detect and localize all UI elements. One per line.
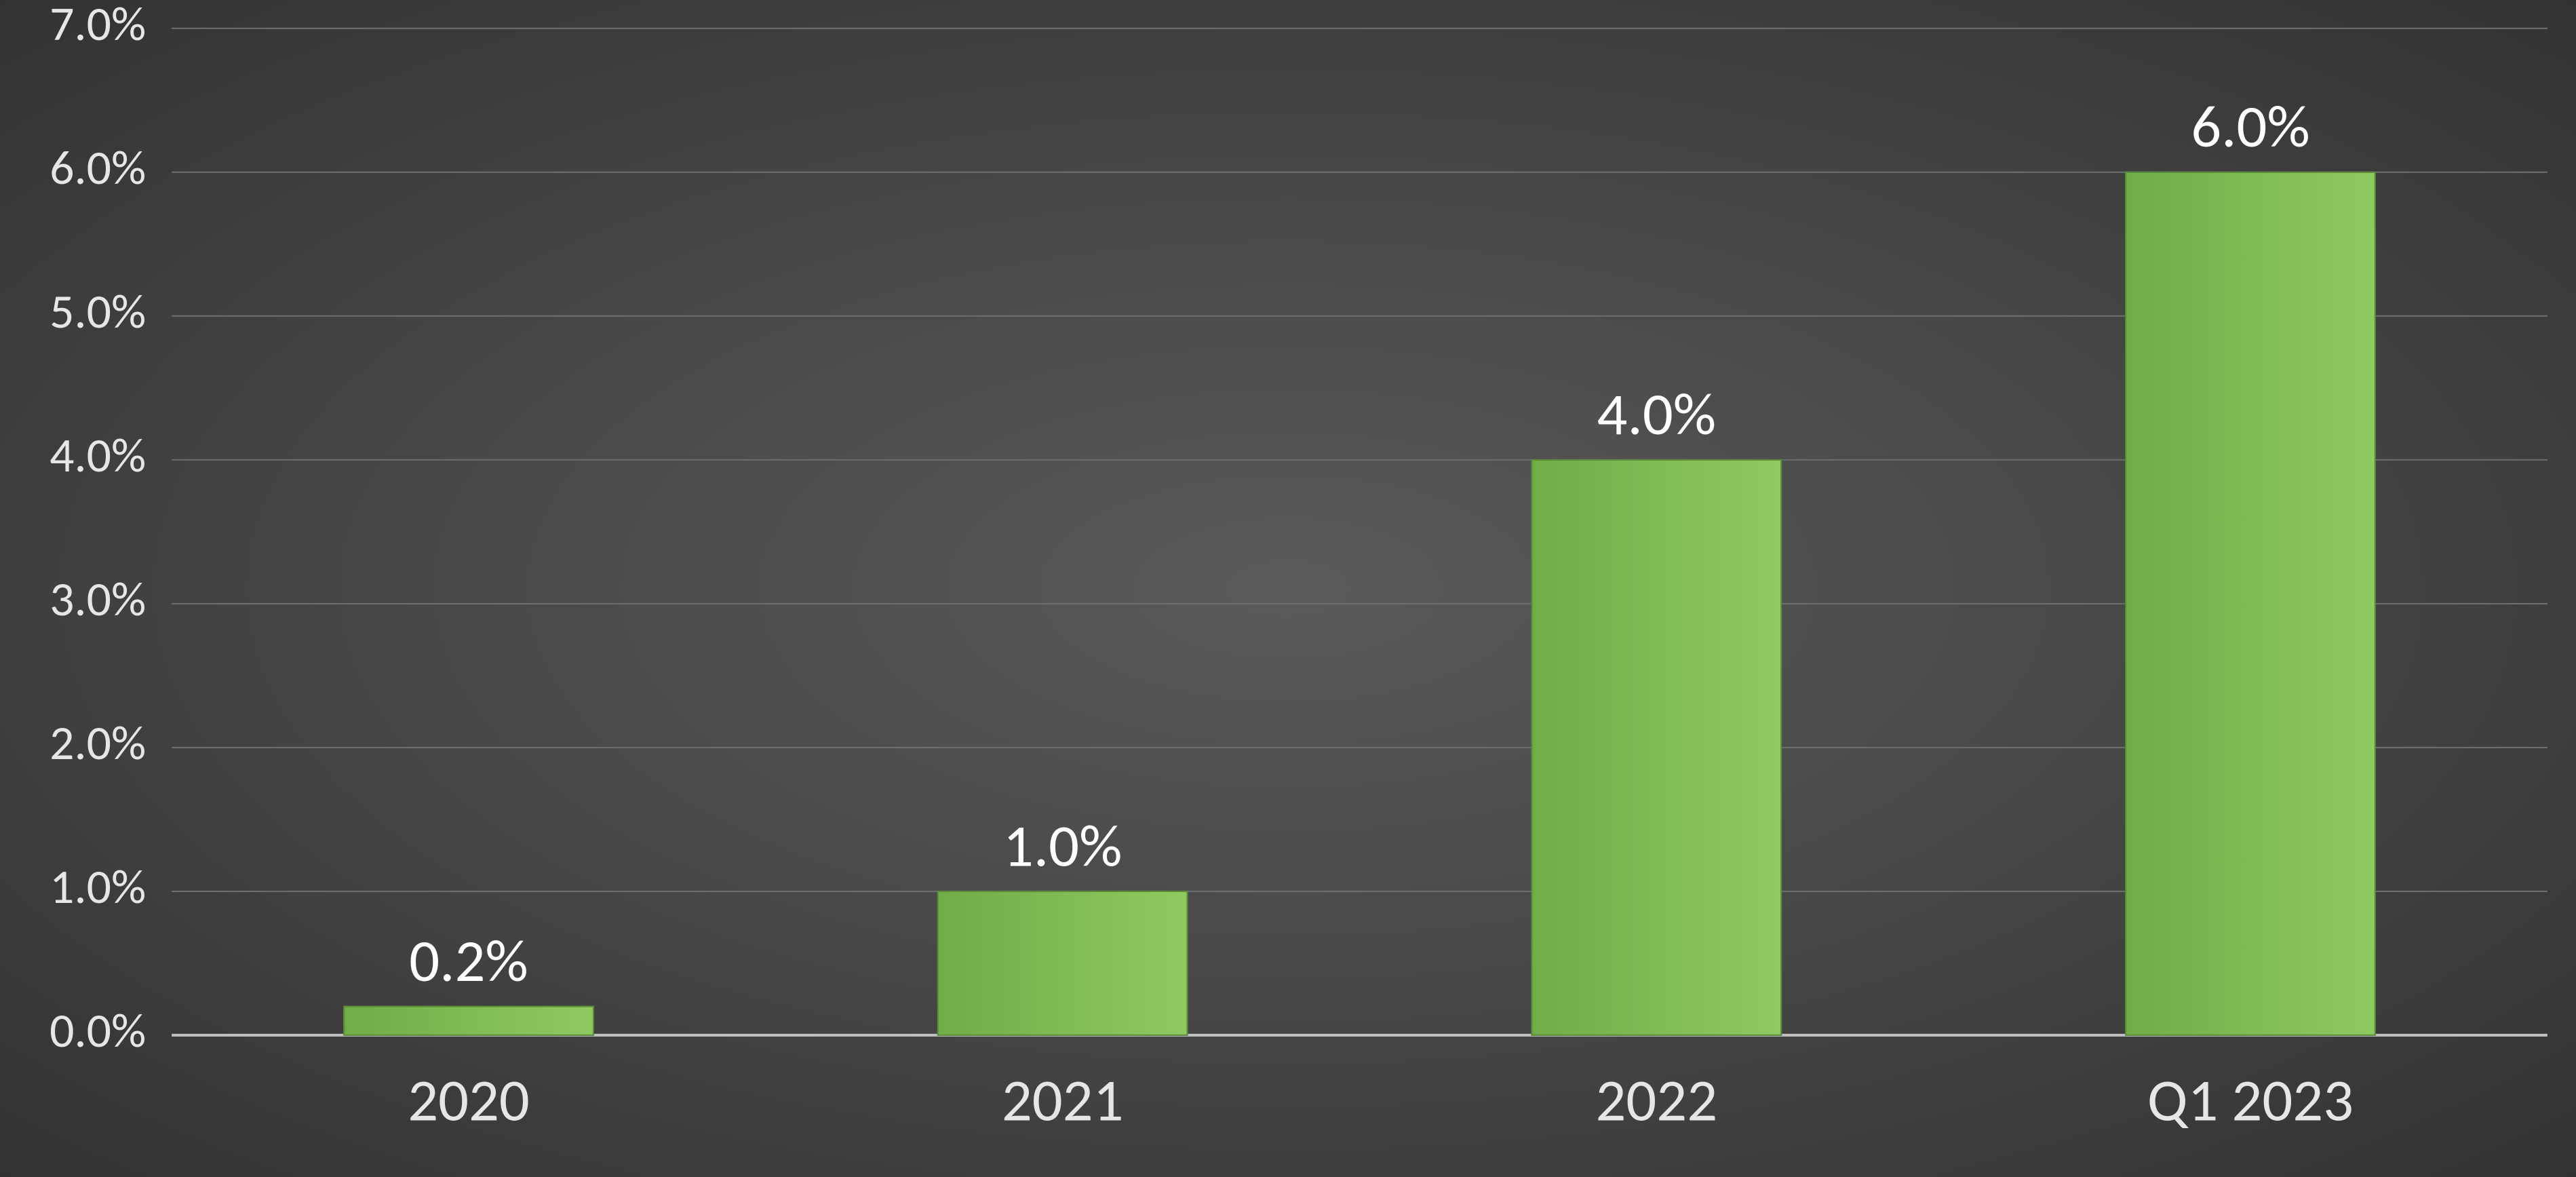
bar <box>938 891 1188 1035</box>
x-tick-label: Q1 2023 <box>2147 1064 2354 1136</box>
x-tick-label: 2020 <box>408 1064 530 1136</box>
y-tick-label: 1.0% <box>50 857 146 916</box>
data-label: 1.0% <box>1003 809 1123 882</box>
y-tick-label: 5.0% <box>50 282 146 341</box>
data-label: 6.0% <box>2191 90 2310 163</box>
y-tick-label: 4.0% <box>50 426 146 485</box>
y-tick-label: 7.0% <box>50 0 146 54</box>
bar <box>344 1007 593 1035</box>
bar <box>2126 172 2375 1035</box>
y-tick-label: 6.0% <box>50 138 146 197</box>
chart-svg: 0.0% 1.0% 2.0% 3.0% 4.0% 5.0% 6.0% 7.0% 0.2% 2020… <box>0 0 2576 1177</box>
data-label: 4.0% <box>1597 378 1717 450</box>
y-tick-label: 0.0% <box>50 1001 146 1060</box>
y-tick-label: 2.0% <box>50 714 146 773</box>
x-tick-label: 2022 <box>1596 1064 1718 1136</box>
y-tick-label: 3.0% <box>50 570 146 629</box>
x-tick-label: 2021 <box>1002 1064 1124 1136</box>
bar-chart: 0.0% 1.0% 2.0% 3.0% 4.0% 5.0% 6.0% 7.0% 0.2% 2020… <box>0 0 2576 1177</box>
data-label: 0.2% <box>409 924 528 997</box>
bar <box>1531 460 1781 1035</box>
